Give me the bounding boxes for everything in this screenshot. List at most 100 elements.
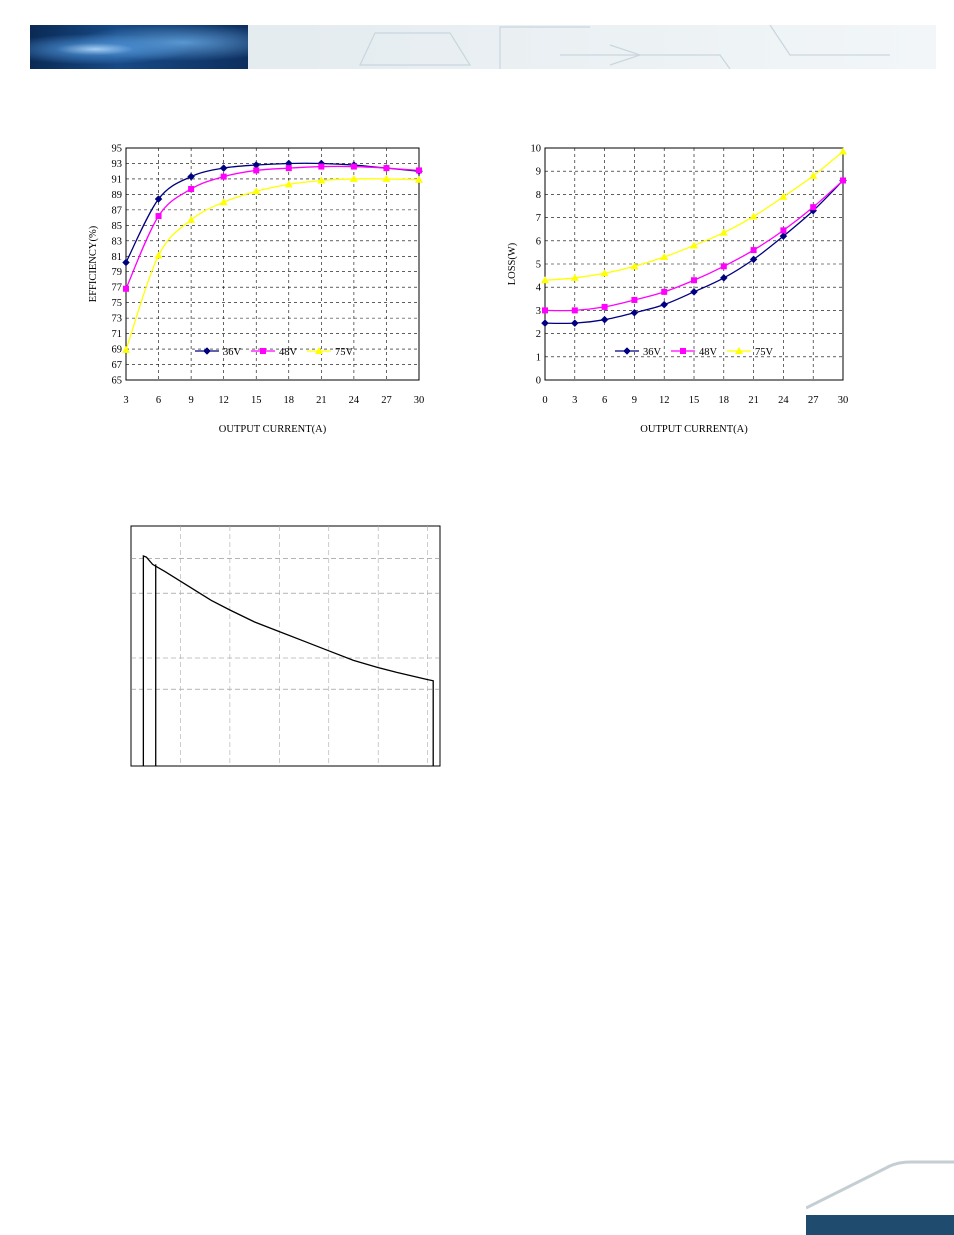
loss-y-tick-label: 9 bbox=[536, 167, 541, 178]
derating-plot-area bbox=[130, 525, 441, 767]
loss-point-75V bbox=[839, 147, 847, 155]
eff-point-75V bbox=[415, 175, 423, 183]
eff-point-36V bbox=[122, 258, 130, 267]
loss-point-75V bbox=[779, 192, 788, 200]
eff-legend-label-36V: 36V bbox=[223, 347, 242, 358]
eff-point-48V bbox=[155, 213, 162, 220]
loss-point-36V bbox=[600, 315, 609, 324]
eff-y-tick-label: 65 bbox=[112, 376, 123, 387]
loss-legend-label-36V: 36V bbox=[643, 347, 662, 358]
loss-y-tick-label: 2 bbox=[536, 329, 541, 340]
loss-point-48V bbox=[601, 303, 608, 310]
eff-y-tick-label: 83 bbox=[112, 236, 123, 247]
loss-point-75V bbox=[570, 273, 579, 281]
loss-x-tick-label: 9 bbox=[632, 395, 637, 406]
loss-point-48V bbox=[631, 296, 638, 303]
eff-point-36V bbox=[219, 164, 228, 172]
eff-x-tick-label: 27 bbox=[381, 395, 392, 406]
loss-point-75V bbox=[809, 171, 818, 179]
loss-legend-marker-36V bbox=[623, 347, 631, 355]
eff-series-line-48V bbox=[125, 165, 420, 290]
eff-x-tick-label: 24 bbox=[349, 395, 360, 406]
eff-point-75V bbox=[382, 174, 391, 182]
eff-y-tick-label: 71 bbox=[112, 329, 123, 340]
eff-y-tick-label: 93 bbox=[112, 159, 123, 170]
derating-chart-svg bbox=[130, 525, 441, 767]
loss-y-tick-label: 1 bbox=[536, 352, 541, 363]
eff-point-48V bbox=[416, 167, 422, 174]
derating-curve-0 bbox=[142, 555, 434, 766]
eff-x-tick-label: 3 bbox=[123, 395, 128, 406]
loss-y-tick-label: 6 bbox=[536, 236, 541, 247]
derating-chart bbox=[130, 525, 442, 769]
loss-point-75V bbox=[630, 262, 639, 270]
loss-point-48V bbox=[571, 307, 578, 314]
eff-y-tick-label: 69 bbox=[112, 345, 123, 356]
loss-point-48V bbox=[840, 177, 846, 184]
loss-point-36V bbox=[719, 274, 728, 282]
eff-x-tick-label: 18 bbox=[284, 395, 295, 406]
loss-x-tick-label: 18 bbox=[719, 395, 730, 406]
loss-point-36V bbox=[779, 232, 788, 241]
eff-y-tick-label: 75 bbox=[112, 298, 123, 309]
eff-point-48V bbox=[318, 163, 325, 170]
eff-y-tick-label: 91 bbox=[112, 174, 123, 185]
banner-decoration bbox=[359, 25, 890, 69]
eff-point-75V bbox=[284, 180, 293, 188]
eff-x-tick-label: 12 bbox=[218, 395, 229, 406]
footer-corner-graphic bbox=[806, 1160, 954, 1235]
loss-point-75V bbox=[600, 269, 609, 277]
eff-x-tick-label: 21 bbox=[316, 395, 327, 406]
loss-point-36V bbox=[690, 287, 698, 296]
loss-point-48V bbox=[750, 247, 757, 254]
eff-y-tick-label: 87 bbox=[112, 205, 123, 216]
header-banner bbox=[30, 25, 936, 69]
eff-y-tick-label: 81 bbox=[112, 252, 123, 263]
loss-x-tick-label: 27 bbox=[808, 395, 819, 406]
eff-x-tick-label: 9 bbox=[188, 395, 193, 406]
eff-point-75V bbox=[252, 187, 261, 195]
eff-legend-marker-48V bbox=[260, 348, 266, 354]
eff-plot-area bbox=[125, 147, 420, 381]
loss-x-tick-label: 24 bbox=[778, 395, 789, 406]
eff-point-48V bbox=[253, 167, 260, 174]
loss-x-tick-label: 21 bbox=[748, 395, 759, 406]
loss-point-75V bbox=[719, 228, 728, 236]
loss-y-tick-label: 0 bbox=[536, 376, 541, 387]
eff-x-axis-label: OUTPUT CURRENT(A) bbox=[219, 424, 327, 435]
loss-point-48V bbox=[720, 263, 727, 270]
loss-y-tick-label: 8 bbox=[536, 190, 541, 201]
loss-y-tick-label: 10 bbox=[531, 144, 542, 155]
eff-legend-label-48V: 48V bbox=[279, 347, 298, 358]
eff-series-line-36V bbox=[125, 162, 420, 263]
loss-y-tick-label: 5 bbox=[536, 260, 541, 271]
eff-y-tick-label: 77 bbox=[112, 283, 123, 294]
loss-x-tick-label: 30 bbox=[838, 395, 849, 406]
loss-chart: 0 1 2 3 4 5 6 7 8 9 10 0 3 6 9 12 15 18 21 24 27 30 OUTPUT CUR… bbox=[500, 138, 870, 438]
loss-x-tick-label: 15 bbox=[689, 395, 700, 406]
loss-point-36V bbox=[660, 300, 669, 309]
loss-point-48V bbox=[691, 277, 697, 284]
loss-point-75V bbox=[541, 276, 549, 284]
eff-y-tick-label: 67 bbox=[112, 360, 123, 371]
eff-point-75V bbox=[317, 176, 326, 184]
eff-y-tick-label: 79 bbox=[112, 267, 123, 278]
banner-image bbox=[30, 25, 248, 69]
loss-point-48V bbox=[780, 227, 787, 234]
eff-legend-label-75V: 75V bbox=[335, 347, 354, 358]
eff-legend-marker-36V bbox=[203, 347, 211, 355]
loss-x-tick-label: 3 bbox=[572, 395, 577, 406]
loss-x-tick-label: 12 bbox=[659, 395, 670, 406]
eff-y-tick-label: 85 bbox=[112, 221, 123, 232]
efficiency-chart: 65 67 69 71 73 75 77 79 81 83 85 87 89 91 93 95 3 6 9 12 15 1… bbox=[80, 138, 440, 438]
loss-y-tick-label: 3 bbox=[536, 306, 541, 317]
eff-legend-marker-75V bbox=[315, 347, 323, 354]
loss-legend-label-48V: 48V bbox=[699, 347, 718, 358]
loss-point-75V bbox=[660, 253, 669, 261]
eff-point-75V bbox=[219, 198, 228, 206]
eff-x-tick-label: 15 bbox=[251, 395, 262, 406]
loss-point-48V bbox=[542, 307, 548, 314]
loss-point-36V bbox=[749, 255, 758, 264]
loss-x-axis-label: OUTPUT CURRENT(A) bbox=[640, 424, 748, 435]
eff-point-36V bbox=[187, 172, 195, 181]
